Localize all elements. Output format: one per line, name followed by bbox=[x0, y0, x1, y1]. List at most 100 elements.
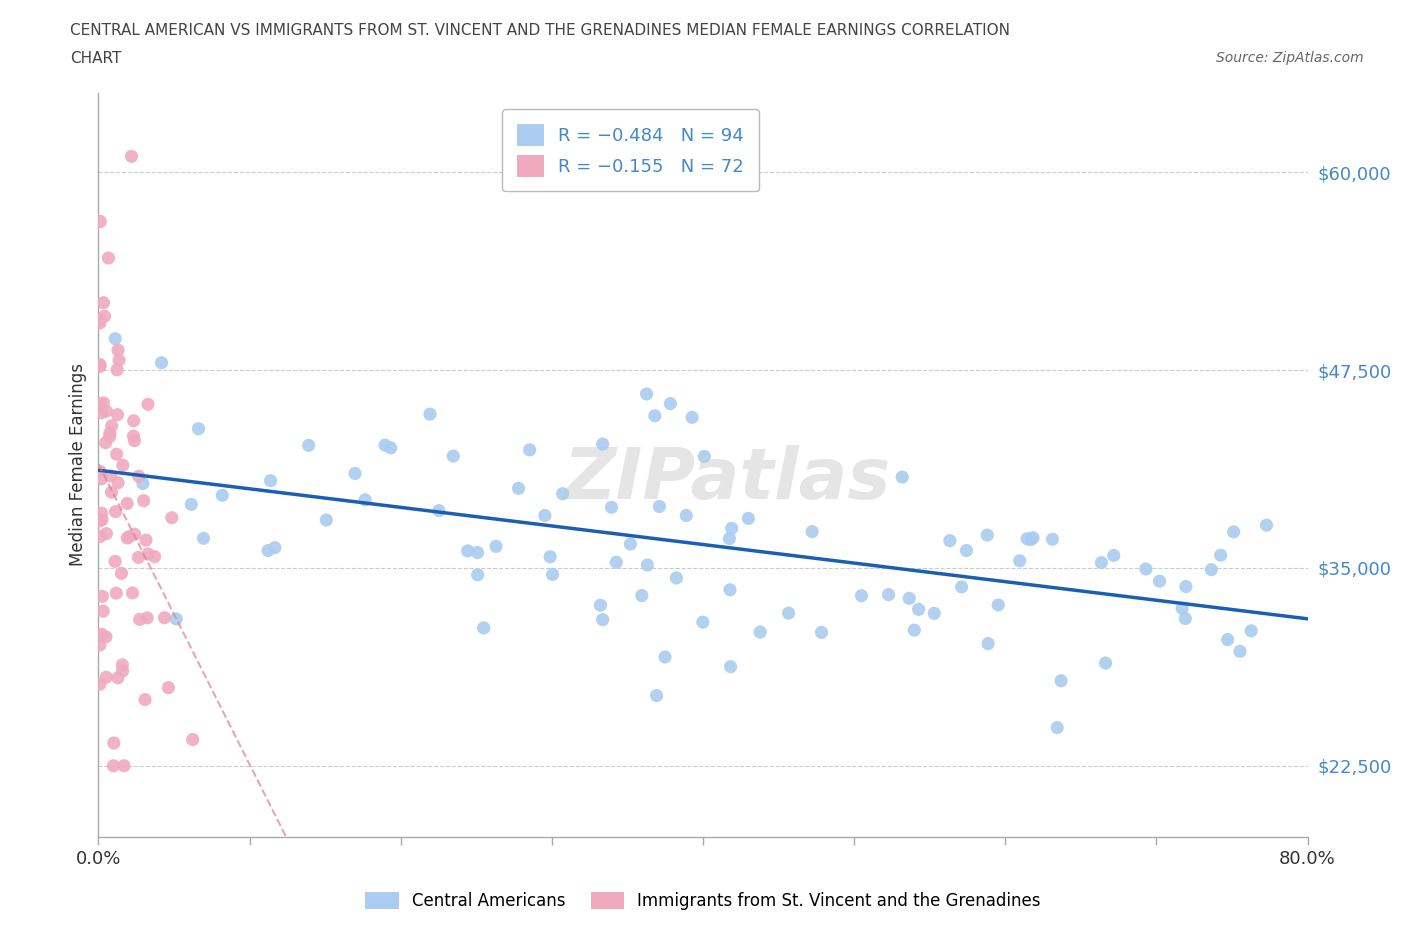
Point bbox=[1094, 656, 1116, 671]
Point bbox=[472, 620, 495, 635]
Point bbox=[150, 355, 173, 370]
Point bbox=[259, 473, 281, 488]
Point bbox=[1008, 553, 1031, 568]
Point bbox=[89, 529, 111, 544]
Point bbox=[592, 612, 614, 627]
Point bbox=[91, 627, 114, 642]
Point bbox=[551, 486, 574, 501]
Point bbox=[111, 458, 134, 472]
Point bbox=[103, 736, 125, 751]
Point bbox=[100, 485, 122, 499]
Point bbox=[801, 525, 824, 539]
Point bbox=[115, 530, 138, 545]
Point bbox=[851, 589, 873, 604]
Point bbox=[485, 539, 508, 554]
Point bbox=[89, 513, 111, 528]
Point bbox=[891, 470, 914, 485]
Point bbox=[115, 496, 138, 511]
Point bbox=[1042, 532, 1064, 547]
Point bbox=[89, 357, 111, 372]
Point bbox=[187, 421, 209, 436]
Point bbox=[675, 508, 697, 523]
Legend: R = −0.484   N = 94, R = −0.155   N = 72: R = −0.484 N = 94, R = −0.155 N = 72 bbox=[502, 110, 758, 192]
Point bbox=[1090, 555, 1112, 570]
Point bbox=[135, 533, 157, 548]
Point bbox=[681, 410, 703, 425]
Point bbox=[922, 606, 945, 621]
Point bbox=[90, 506, 112, 521]
Point bbox=[1209, 548, 1232, 563]
Point bbox=[955, 543, 977, 558]
Point bbox=[134, 692, 156, 707]
Point bbox=[153, 610, 176, 625]
Point bbox=[1256, 518, 1278, 533]
Point bbox=[104, 504, 127, 519]
Point bbox=[692, 615, 714, 630]
Point bbox=[380, 441, 402, 456]
Point bbox=[1102, 548, 1125, 563]
Point bbox=[122, 429, 145, 444]
Point bbox=[89, 359, 111, 374]
Point bbox=[211, 488, 233, 503]
Point bbox=[100, 418, 122, 433]
Point bbox=[89, 312, 111, 327]
Point bbox=[93, 309, 115, 324]
Point bbox=[1019, 532, 1042, 547]
Point bbox=[907, 602, 929, 617]
Point bbox=[645, 688, 668, 703]
Point bbox=[720, 659, 742, 674]
Text: ZIPatlas: ZIPatlas bbox=[564, 445, 891, 514]
Point bbox=[427, 503, 450, 518]
Y-axis label: Median Female Earnings: Median Female Earnings bbox=[69, 364, 87, 566]
Point bbox=[648, 499, 671, 514]
Point bbox=[112, 758, 135, 773]
Point bbox=[541, 567, 564, 582]
Point bbox=[467, 567, 489, 582]
Point bbox=[693, 449, 716, 464]
Point bbox=[344, 466, 367, 481]
Point bbox=[89, 396, 111, 411]
Legend: Central Americans, Immigrants from St. Vincent and the Grenadines: Central Americans, Immigrants from St. V… bbox=[359, 885, 1047, 917]
Point bbox=[136, 397, 159, 412]
Point bbox=[644, 408, 666, 423]
Point bbox=[143, 549, 166, 564]
Point bbox=[665, 570, 688, 585]
Point bbox=[132, 476, 155, 491]
Point bbox=[124, 526, 146, 541]
Point bbox=[89, 464, 111, 479]
Point bbox=[1171, 601, 1194, 616]
Point bbox=[467, 545, 489, 560]
Point bbox=[128, 550, 150, 565]
Point bbox=[105, 363, 128, 378]
Point bbox=[877, 587, 900, 602]
Point bbox=[165, 612, 187, 627]
Text: Source: ZipAtlas.com: Source: ZipAtlas.com bbox=[1216, 51, 1364, 65]
Point bbox=[315, 512, 337, 527]
Point bbox=[96, 526, 118, 541]
Point bbox=[1222, 525, 1244, 539]
Point bbox=[374, 438, 396, 453]
Point bbox=[950, 579, 973, 594]
Point bbox=[89, 315, 111, 330]
Point bbox=[1174, 611, 1197, 626]
Point bbox=[1240, 623, 1263, 638]
Point bbox=[441, 448, 464, 463]
Point bbox=[104, 554, 127, 569]
Point bbox=[121, 586, 143, 601]
Point bbox=[93, 296, 115, 311]
Point bbox=[718, 531, 741, 546]
Point bbox=[1201, 563, 1223, 578]
Point bbox=[1022, 530, 1045, 545]
Point bbox=[90, 472, 112, 486]
Point bbox=[903, 623, 925, 638]
Point bbox=[1135, 562, 1157, 577]
Point bbox=[128, 469, 150, 484]
Point bbox=[107, 342, 129, 357]
Point bbox=[107, 671, 129, 685]
Point bbox=[630, 588, 652, 603]
Point bbox=[810, 625, 832, 640]
Point bbox=[124, 433, 146, 448]
Point bbox=[94, 630, 117, 644]
Point bbox=[91, 589, 114, 604]
Text: CHART: CHART bbox=[70, 51, 122, 66]
